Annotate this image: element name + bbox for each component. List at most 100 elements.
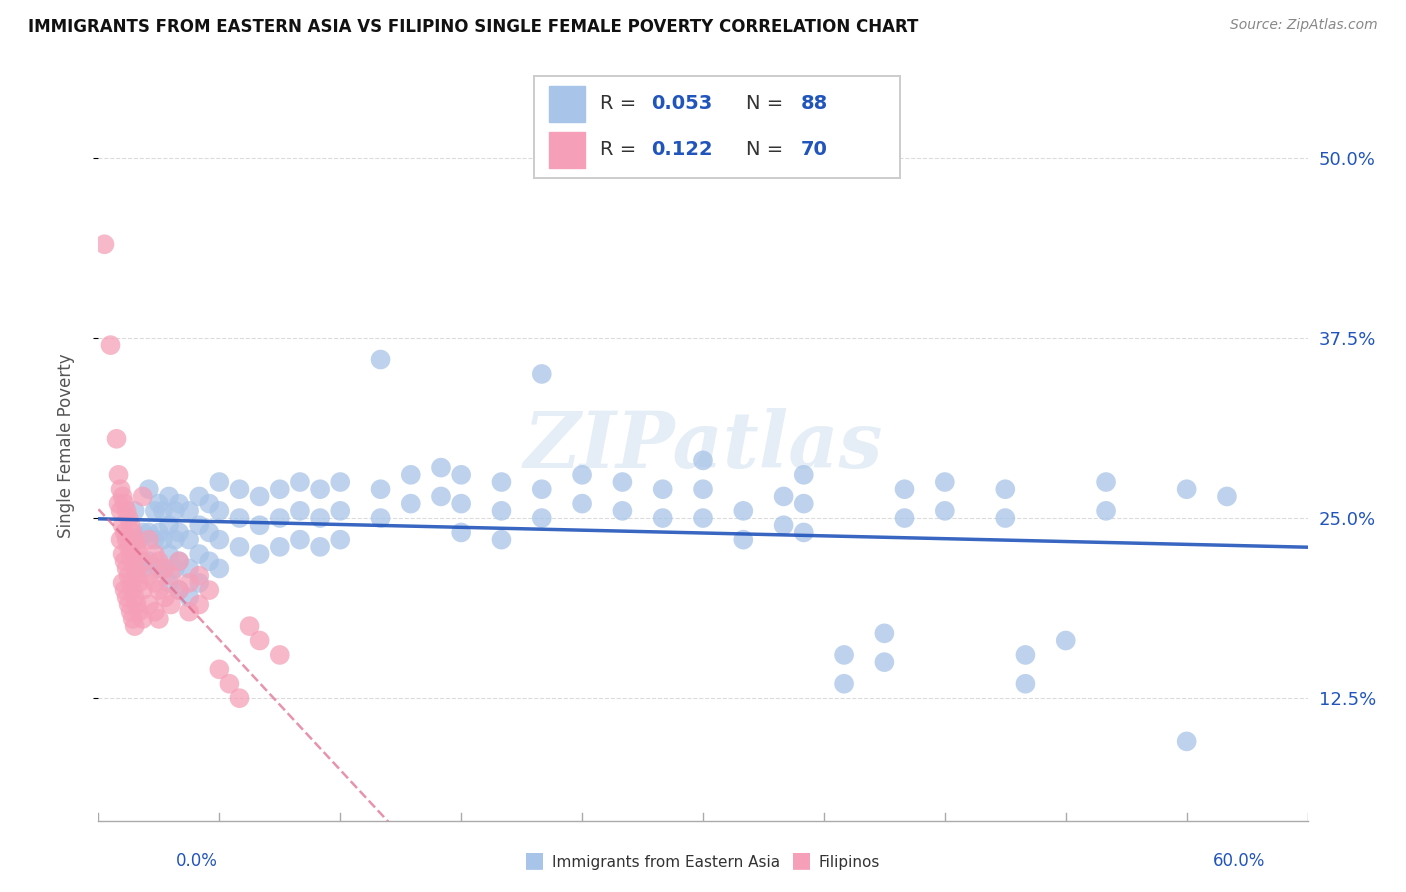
Point (793, 467, 815, 482)
Point (530, 367, 553, 381)
Point (138, 598, 160, 612)
Point (450, 525, 472, 540)
Point (430, 460, 453, 475)
Point (125, 598, 148, 612)
Point (132, 525, 155, 540)
Point (167, 554, 190, 568)
Point (692, 453, 714, 467)
Text: ZIPatlas: ZIPatlas (523, 408, 883, 484)
Point (450, 467, 472, 482)
Point (124, 591, 146, 605)
Point (491, 475, 513, 489)
Point (121, 583, 143, 598)
Point (128, 605, 150, 619)
Point (143, 547, 166, 561)
Point (228, 482, 250, 496)
Point (198, 525, 221, 540)
Point (138, 554, 160, 568)
Point (179, 605, 201, 619)
Point (179, 533, 201, 547)
Point (399, 467, 422, 482)
Text: IMMIGRANTS FROM EASTERN ASIA VS FILIPINO SINGLE FEMALE POVERTY CORRELATION CHART: IMMIGRANTS FROM EASTERN ASIA VS FILIPINO… (28, 18, 918, 36)
Point (115, 504, 138, 518)
Point (132, 583, 155, 598)
Point (873, 655, 896, 669)
Bar (548, 132, 585, 168)
Point (143, 605, 166, 619)
Point (733, 533, 755, 547)
Point (1175, 482, 1198, 496)
Text: Filipinos: Filipinos (818, 855, 880, 870)
Point (125, 568, 148, 582)
Point (309, 540, 332, 554)
Point (249, 547, 271, 561)
Point (167, 583, 190, 598)
Point (1095, 475, 1118, 489)
Point (118, 598, 141, 612)
Point (118, 568, 141, 582)
Point (120, 518, 142, 533)
Point (793, 497, 815, 511)
Text: R =: R = (600, 94, 643, 113)
Point (309, 511, 332, 525)
Point (148, 583, 170, 598)
Point (128, 575, 150, 590)
Text: 0.0%: 0.0% (176, 852, 218, 870)
Point (157, 518, 180, 533)
Point (160, 568, 183, 582)
Point (157, 547, 180, 561)
Point (120, 575, 142, 590)
Point (934, 475, 956, 489)
Point (114, 583, 136, 598)
Point (121, 554, 143, 568)
Point (1216, 490, 1239, 504)
Point (179, 504, 201, 518)
Point (692, 511, 714, 525)
Point (124, 561, 146, 575)
Point (249, 633, 271, 648)
Point (163, 561, 186, 575)
Point (269, 511, 291, 525)
Point (612, 475, 634, 489)
Point (329, 533, 352, 547)
Point (153, 591, 176, 605)
Point (288, 475, 311, 489)
Text: 0.053: 0.053 (651, 94, 713, 113)
Point (832, 677, 855, 691)
Text: 0.122: 0.122 (651, 140, 713, 159)
Text: 70: 70 (801, 140, 828, 159)
Point (208, 475, 231, 489)
Point (188, 547, 211, 561)
Point (228, 511, 250, 525)
Text: 60.0%: 60.0% (1213, 852, 1265, 870)
Bar (548, 87, 585, 122)
Point (450, 497, 472, 511)
Point (124, 533, 146, 547)
Point (269, 482, 291, 496)
Point (93, 237, 115, 252)
Point (571, 467, 593, 482)
Point (120, 605, 142, 619)
Point (772, 518, 794, 533)
Point (111, 547, 134, 561)
Point (1175, 734, 1198, 748)
Point (105, 432, 128, 446)
Point (893, 511, 915, 525)
Point (143, 533, 166, 547)
Point (138, 533, 160, 547)
Point (167, 497, 190, 511)
Point (269, 540, 291, 554)
Point (208, 533, 231, 547)
Point (530, 511, 553, 525)
Point (239, 619, 262, 633)
Point (167, 554, 190, 568)
Point (188, 575, 211, 590)
Point (124, 619, 146, 633)
Point (188, 490, 211, 504)
Text: N =: N = (747, 140, 790, 159)
Point (138, 482, 160, 496)
Point (873, 626, 896, 640)
Point (110, 482, 132, 496)
Point (124, 504, 146, 518)
Text: ■: ■ (790, 850, 811, 870)
